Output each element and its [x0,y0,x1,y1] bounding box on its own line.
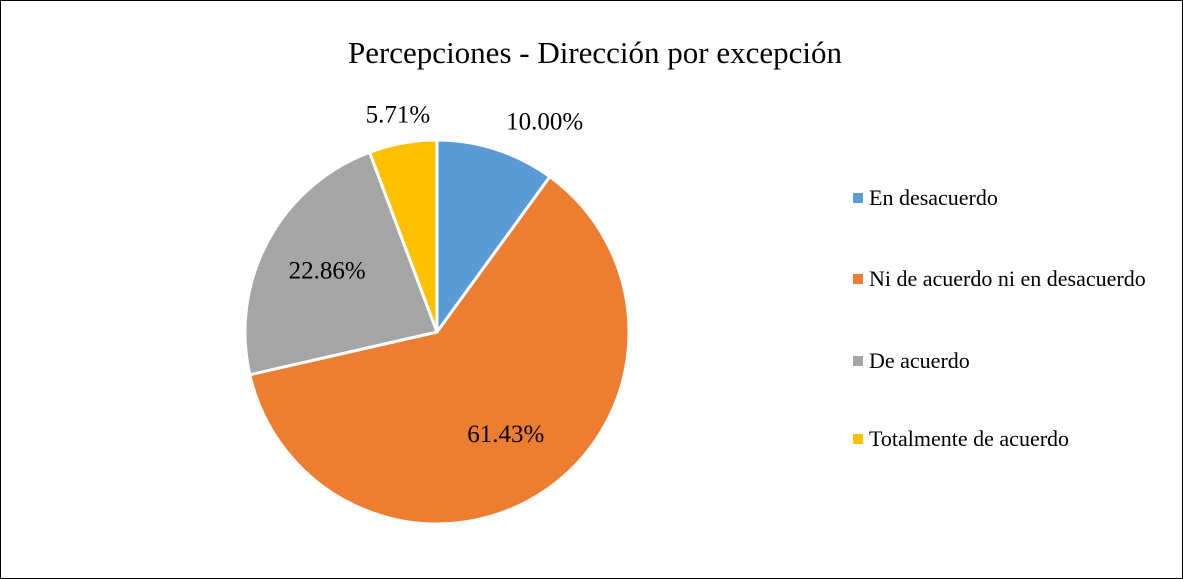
pie-slice [367,138,439,333]
data-label: 22.86% [289,258,366,285]
legend-item: En desacuerdo [853,182,1173,213]
legend-label: Ni de acuerdo ni en desacuerdo [869,266,1146,291]
data-label: 61.43% [467,421,544,448]
legend-swatch [853,356,863,366]
legend-swatch [853,434,863,444]
legend-swatch [853,193,863,203]
legend-item: Totalmente de acuerdo [853,423,1173,454]
data-label: 5.71% [366,101,431,128]
pie-slice [435,138,552,337]
pie-slice [248,174,631,526]
legend-label: De acuerdo [869,348,970,373]
data-label: 10.00% [506,109,583,136]
legend-label: En desacuerdo [869,185,998,210]
legend-item: Ni de acuerdo ni en desacuerdo [853,263,1173,294]
legend-label: Totalmente de acuerdo [869,426,1070,451]
chart-title: Percepciones - Dirección por excepción [348,35,843,70]
legend-item: De acuerdo [853,345,1173,376]
legend-swatch [853,274,863,284]
